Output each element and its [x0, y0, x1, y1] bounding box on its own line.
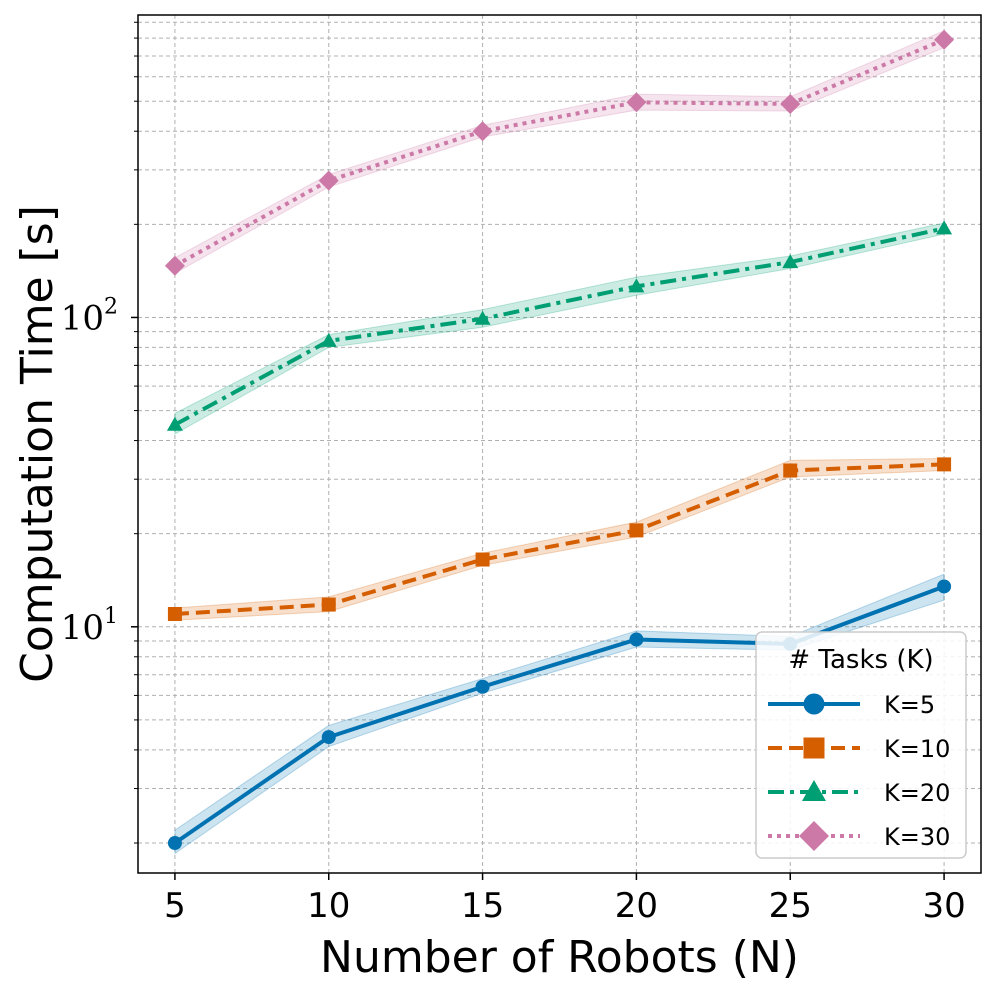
point-k-30	[626, 92, 647, 113]
point-k-5	[167, 836, 182, 851]
x-tick-label: 25	[769, 886, 812, 926]
point-k-10	[321, 597, 336, 612]
x-tick-label: 15	[461, 886, 504, 926]
point-k-5	[629, 632, 644, 647]
point-k-5	[937, 579, 952, 594]
legend-label-k-5: K=5	[884, 691, 935, 719]
point-k-20	[166, 416, 183, 431]
legend-marker-k-5	[803, 693, 825, 715]
point-k-30	[164, 255, 185, 276]
point-k-30	[472, 121, 493, 142]
y-axis-label: Computation Time [s]	[12, 205, 63, 683]
point-k-20	[320, 332, 337, 347]
series-line-k-20	[173, 226, 945, 427]
x-axis-label: Number of Robots (N)	[320, 932, 799, 983]
point-k-10	[783, 463, 798, 478]
legend-label-k-10: K=10	[884, 735, 950, 763]
series-line-k-30	[173, 37, 945, 268]
legend-marker-k-30	[799, 821, 829, 851]
point-k-10	[167, 606, 182, 621]
point-k-30	[780, 93, 801, 114]
point-k-20	[628, 278, 645, 293]
legend: # Tasks (K) K=5 K=10 K=20 K=30	[755, 631, 967, 859]
band-k-10	[174, 457, 945, 621]
x-tick-label: 10	[307, 886, 350, 926]
legend-marker-k-20	[802, 780, 826, 801]
axes: 5 10 15 20 25 30 101 102	[61, 21, 966, 926]
point-k-30	[318, 170, 339, 191]
band-k-30	[174, 29, 945, 275]
point-k-10	[629, 523, 644, 538]
point-k-20	[474, 310, 491, 325]
point-k-20	[782, 254, 799, 269]
legend-label-k-20: K=20	[884, 779, 950, 807]
x-tick-label: 20	[615, 886, 658, 926]
point-k-5	[475, 679, 490, 694]
plot-frame	[137, 14, 982, 874]
point-k-10	[937, 457, 952, 472]
point-k-10	[475, 552, 490, 567]
point-k-5	[321, 730, 336, 745]
y-tick-label: 102	[61, 294, 118, 338]
point-k-30	[934, 29, 955, 50]
legend-marker-k-10	[803, 737, 825, 759]
point-k-20	[936, 220, 953, 235]
x-tick-label: 5	[164, 886, 186, 926]
series-line-k-10	[174, 462, 945, 616]
legend-label-k-30: K=30	[884, 823, 950, 851]
legend-title: # Tasks (K)	[788, 645, 933, 675]
legend-box	[755, 631, 967, 859]
y-tick-label: 101	[61, 604, 118, 648]
x-tick-label: 30	[922, 886, 965, 926]
